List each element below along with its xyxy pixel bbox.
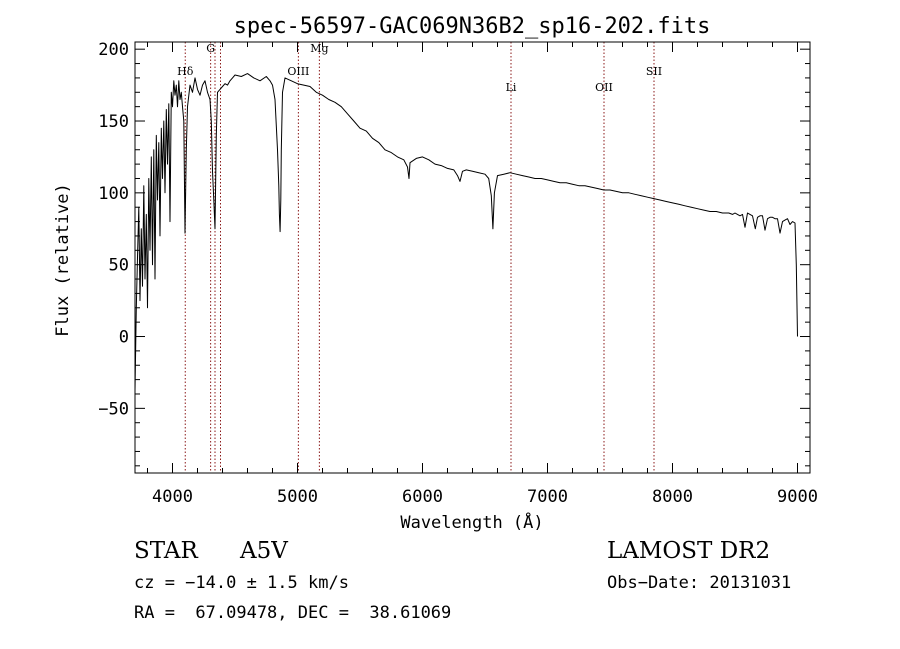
x-axis-label: Wavelength (Å) <box>400 511 543 533</box>
spectral-line-label: SII <box>646 65 662 78</box>
y-tick-label: 200 <box>98 40 129 60</box>
x-tick-label: 6000 <box>402 487 443 507</box>
x-tick-label: 9000 <box>777 487 818 507</box>
y-tick-label: 100 <box>98 184 129 204</box>
x-tick-label: 7000 <box>527 487 568 507</box>
plot-frame <box>134 41 811 474</box>
x-tick-label: 8000 <box>652 487 693 507</box>
obs-date: Obs−Date: 20131031 <box>607 573 792 593</box>
y-tick-label: 150 <box>98 112 129 132</box>
y-axis-label: Flux (relative) <box>53 183 73 337</box>
spectral-line-label: OIII <box>287 65 309 78</box>
survey-name: LAMOST DR2 <box>607 538 771 564</box>
spectral-line-label: OII <box>595 81 613 94</box>
chart-title: spec-56597-GAC069N36B2_sp16-202.fits <box>234 14 711 39</box>
coordinates: RA = 67.09478, DEC = 38.61069 <box>134 603 452 623</box>
spectral-line-label: Li <box>506 81 517 94</box>
spectrum-series <box>134 73 798 392</box>
y-tick-label: −50 <box>98 399 129 419</box>
redshift-value: cz = −14.0 ± 1.5 km/s <box>134 573 349 593</box>
y-tick-label: 50 <box>109 256 129 276</box>
x-axis: 4000 5000 6000 7000 8000 9000 <box>147 42 818 507</box>
spectral-line-label: Mg <box>310 42 328 55</box>
spectral-subclass: A5V <box>240 538 288 564</box>
spectral-line-label: G <box>206 42 215 55</box>
spectral-line-label: Hδ <box>177 65 194 78</box>
spectrum-line <box>134 73 798 392</box>
x-tick-label: 5000 <box>277 487 318 507</box>
y-axis: −50 0 50 100 150 200 <box>98 40 810 467</box>
x-tick-label: 4000 <box>152 487 193 507</box>
y-tick-label: 0 <box>119 328 129 348</box>
object-type: STAR <box>134 538 198 564</box>
